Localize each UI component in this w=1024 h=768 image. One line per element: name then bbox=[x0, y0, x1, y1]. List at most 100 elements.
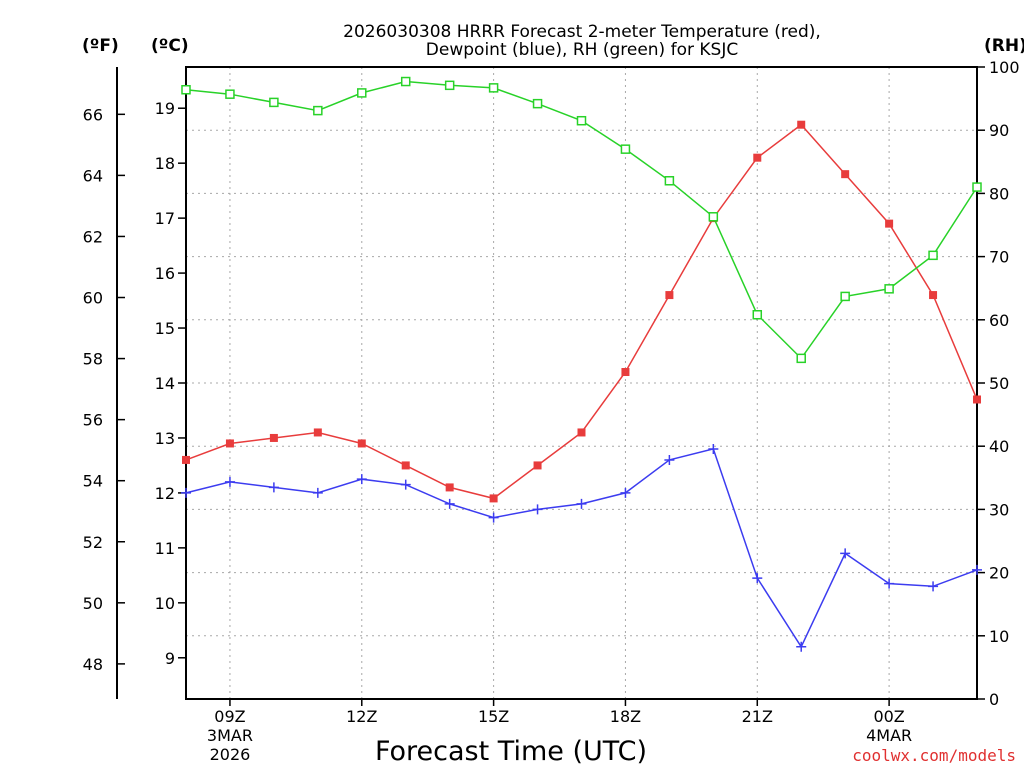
dewpoint-point bbox=[928, 581, 939, 592]
temperature-point bbox=[357, 439, 366, 448]
dewpoint-point bbox=[708, 443, 719, 454]
temperature-point bbox=[797, 120, 806, 129]
temperature-point bbox=[401, 461, 410, 470]
rh-tick-label: 50 bbox=[989, 374, 1009, 393]
fahrenheit-tick-label: 54 bbox=[83, 472, 103, 491]
rh-point bbox=[576, 115, 587, 126]
rh-point bbox=[225, 89, 235, 99]
fahrenheit-tick-label: 50 bbox=[83, 594, 103, 613]
rh-point bbox=[313, 105, 323, 116]
rh-point bbox=[840, 291, 850, 302]
temperature-point bbox=[313, 428, 322, 437]
x-tick-date: 4MAR bbox=[866, 726, 912, 745]
x-axis-title: Forecast Time (UTC) bbox=[375, 736, 647, 767]
temperature-point bbox=[621, 368, 630, 377]
temperature-point bbox=[182, 455, 190, 464]
celsius-tick-label: 14 bbox=[155, 374, 175, 393]
fahrenheit-tick-label: 58 bbox=[83, 350, 103, 369]
dewpoint-point bbox=[796, 641, 807, 652]
rh-point bbox=[796, 353, 806, 364]
celsius-tick-label: 17 bbox=[155, 209, 175, 228]
celsius-tick-label: 16 bbox=[155, 264, 175, 283]
rh-point bbox=[444, 80, 455, 91]
x-tick-label: 09Z bbox=[214, 707, 245, 726]
rh-tick-label: 0 bbox=[989, 690, 999, 709]
axes: 9 10 11 12 13 14 15 16 17 18 19 48 50 52 54 56 58 60 62 64 6… bbox=[83, 58, 1020, 764]
temperature-point bbox=[225, 439, 234, 448]
rh-tick-label: 60 bbox=[989, 311, 1009, 330]
celsius-tick-label: 11 bbox=[155, 539, 175, 558]
dewpoint-point bbox=[488, 512, 499, 523]
chart-title-line1: 2026030308 HRRR Forecast 2-meter Tempera… bbox=[343, 22, 821, 42]
rh-point bbox=[620, 144, 631, 154]
celsius-tick-label: 19 bbox=[155, 99, 175, 118]
rh-tick-label: 80 bbox=[989, 184, 1009, 203]
dewpoint-point bbox=[840, 548, 851, 559]
dewpoint-point bbox=[400, 479, 411, 490]
rh-tick-label: 70 bbox=[989, 248, 1009, 267]
dewpoint-point bbox=[576, 498, 587, 509]
celsius-unit-label: (ºC) bbox=[151, 36, 189, 56]
temperature-point bbox=[533, 461, 542, 470]
fahrenheit-tick-label: 62 bbox=[83, 227, 103, 246]
x-tick-label: 12Z bbox=[346, 707, 377, 726]
rh-tick-label: 20 bbox=[989, 564, 1009, 583]
x-tick-label: 15Z bbox=[478, 707, 509, 726]
dewpoint-point bbox=[620, 487, 631, 498]
x-tick-label: 00Z bbox=[873, 707, 904, 726]
rh-point bbox=[972, 182, 982, 192]
rh-point bbox=[400, 76, 411, 87]
x-tick-date: 3MAR bbox=[207, 726, 253, 745]
temperature-point bbox=[269, 433, 278, 442]
fahrenheit-tick-label: 66 bbox=[83, 105, 103, 124]
dewpoint-point bbox=[664, 454, 675, 465]
temperature-point bbox=[929, 291, 938, 300]
celsius-tick-label: 12 bbox=[155, 484, 175, 503]
fahrenheit-tick-label: 56 bbox=[83, 411, 103, 430]
rh-tick-label: 100 bbox=[989, 58, 1020, 77]
dewpoint-point bbox=[312, 487, 323, 498]
rh-tick-label: 30 bbox=[989, 500, 1009, 519]
dewpoint-point bbox=[444, 498, 455, 509]
temperature-point bbox=[973, 395, 981, 404]
temperature-point bbox=[445, 483, 454, 492]
celsius-tick-label: 10 bbox=[155, 594, 175, 613]
rh-point bbox=[532, 98, 543, 109]
rh-point bbox=[488, 83, 499, 93]
dewpoint-point bbox=[356, 474, 367, 485]
dewpoint-point bbox=[532, 504, 543, 515]
dewpoint-point bbox=[181, 487, 191, 498]
x-tick-label: 21Z bbox=[742, 707, 773, 726]
temperature-point bbox=[665, 291, 674, 300]
rh-tick-label: 40 bbox=[989, 437, 1009, 456]
celsius-tick-label: 13 bbox=[155, 429, 175, 448]
rh-tick-label: 90 bbox=[989, 121, 1009, 140]
fahrenheit-tick-label: 48 bbox=[83, 655, 103, 674]
rh-point bbox=[269, 97, 279, 108]
rh-point bbox=[884, 284, 894, 294]
temperature-point bbox=[753, 153, 762, 162]
celsius-tick-label: 18 bbox=[155, 154, 175, 173]
fahrenheit-unit-label: (ºF) bbox=[82, 36, 119, 56]
rh-unit-label: (RH) bbox=[984, 36, 1024, 56]
fahrenheit-tick-label: 60 bbox=[83, 289, 103, 308]
chart-title-line2: Dewpoint (blue), RH (green) for KSJC bbox=[426, 40, 738, 60]
dewpoint-point bbox=[224, 476, 235, 487]
fahrenheit-tick-label: 52 bbox=[83, 533, 103, 552]
dewpoint-point bbox=[972, 564, 982, 575]
rh-point bbox=[708, 212, 719, 222]
rh-point bbox=[181, 85, 191, 95]
x-tick-label: 18Z bbox=[610, 707, 641, 726]
dewpoint-point bbox=[884, 578, 895, 589]
temperature-point bbox=[577, 428, 586, 437]
celsius-tick-label: 15 bbox=[155, 319, 175, 338]
rh-tick-label: 10 bbox=[989, 627, 1009, 646]
credit-text: coolwx.com/models bbox=[852, 746, 1016, 765]
series-layer bbox=[181, 76, 982, 652]
dewpoint-point bbox=[752, 573, 763, 584]
rh-point bbox=[357, 88, 367, 98]
dewpoint-point bbox=[268, 482, 279, 493]
celsius-tick-label: 9 bbox=[165, 649, 175, 668]
